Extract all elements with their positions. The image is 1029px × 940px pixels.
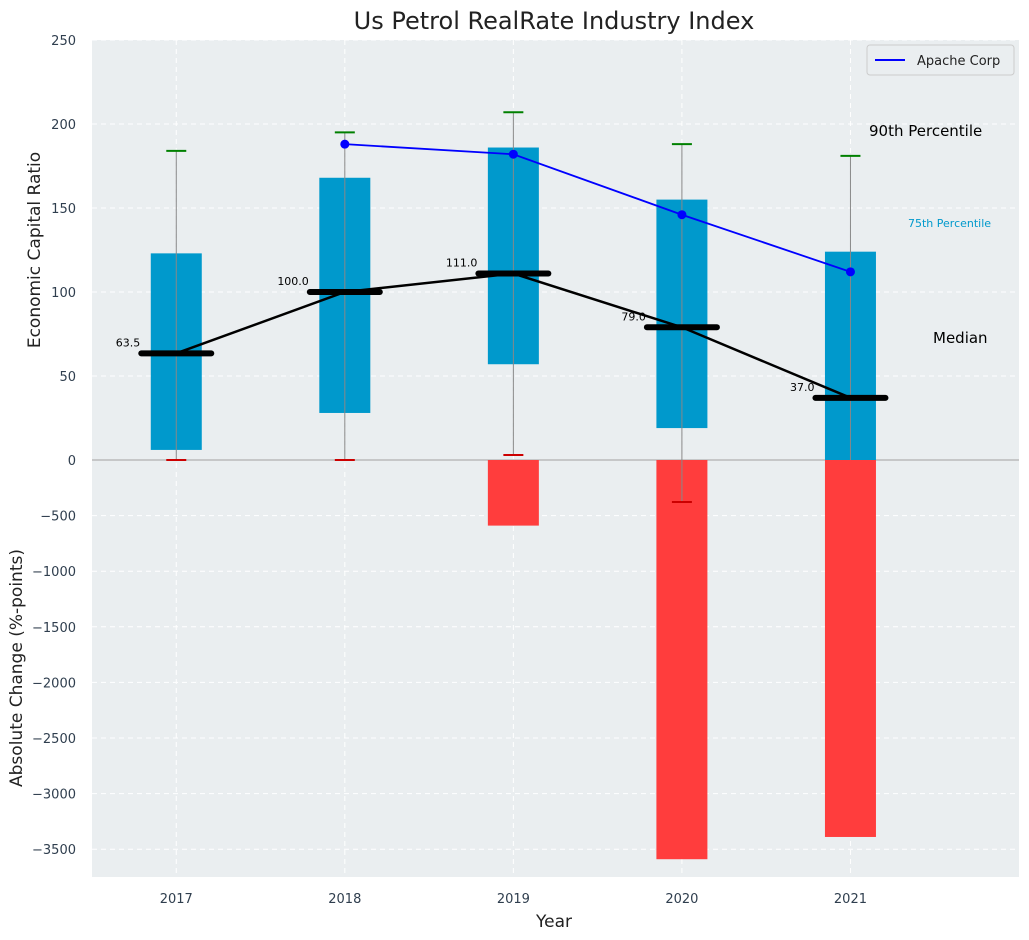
y-tick-top: 200 xyxy=(51,118,76,133)
p75-annotation: 75th Percentile xyxy=(908,217,991,230)
median-value-label: 79.0 xyxy=(621,310,646,323)
x-tick: 2017 xyxy=(160,892,193,907)
y-tick-bottom: −3500 xyxy=(32,843,76,858)
median-value-label: 100.0 xyxy=(277,275,309,288)
y-tick-bottom: −500 xyxy=(40,510,76,525)
change-bar xyxy=(487,460,539,526)
series-line-apache xyxy=(344,143,851,273)
y-tick-top: 50 xyxy=(59,370,76,385)
series-point-apache xyxy=(340,139,350,149)
legend-label-apache: Apache Corp xyxy=(917,54,1000,69)
legend: Apache Corp xyxy=(866,44,1015,76)
series-point-apache xyxy=(845,267,855,277)
y-tick-bottom: −2000 xyxy=(32,676,76,691)
y-tick-top: 250 xyxy=(51,34,76,49)
x-tick: 2021 xyxy=(834,892,867,907)
chart-title: Us Petrol RealRate Industry Index xyxy=(354,7,755,35)
y-tick-top: 100 xyxy=(51,286,76,301)
y-axis-label-bottom: Absolute Change (%-points) xyxy=(7,549,27,787)
panel-background xyxy=(92,40,1019,877)
y-tick-bottom: −3000 xyxy=(32,788,76,803)
median-annotation: Median xyxy=(933,329,988,347)
y-axis-label-top: Economic Capital Ratio xyxy=(25,152,45,348)
series-point-apache xyxy=(677,210,687,220)
change-bar xyxy=(824,460,876,837)
y-tick-top: 150 xyxy=(51,202,76,217)
median-value-label: 111.0 xyxy=(446,257,478,270)
overlay: 63.5 100.0 111.0 79.0 37.0 xyxy=(116,111,889,503)
x-tick: 2020 xyxy=(665,892,698,907)
p90-annotation: 90th Percentile xyxy=(869,122,982,140)
series-point-apache xyxy=(508,149,518,159)
median-value-label: 63.5 xyxy=(116,336,141,349)
x-tick: 2018 xyxy=(328,892,361,907)
legend-box xyxy=(866,44,1015,76)
y-tick-bottom: −2500 xyxy=(32,732,76,747)
y-tick-top: 0 xyxy=(68,454,76,469)
change-bar xyxy=(656,460,708,860)
y-tick-bottom: −1500 xyxy=(32,621,76,636)
median-value-label: 37.0 xyxy=(790,381,815,394)
ticks: 0 50 100 150 200 250 −500 −1000 −1500 −2000 −2500 −… xyxy=(32,34,867,907)
x-axis-label: Year xyxy=(535,912,572,932)
x-tick: 2019 xyxy=(497,892,530,907)
y-tick-bottom: −1000 xyxy=(32,565,76,580)
